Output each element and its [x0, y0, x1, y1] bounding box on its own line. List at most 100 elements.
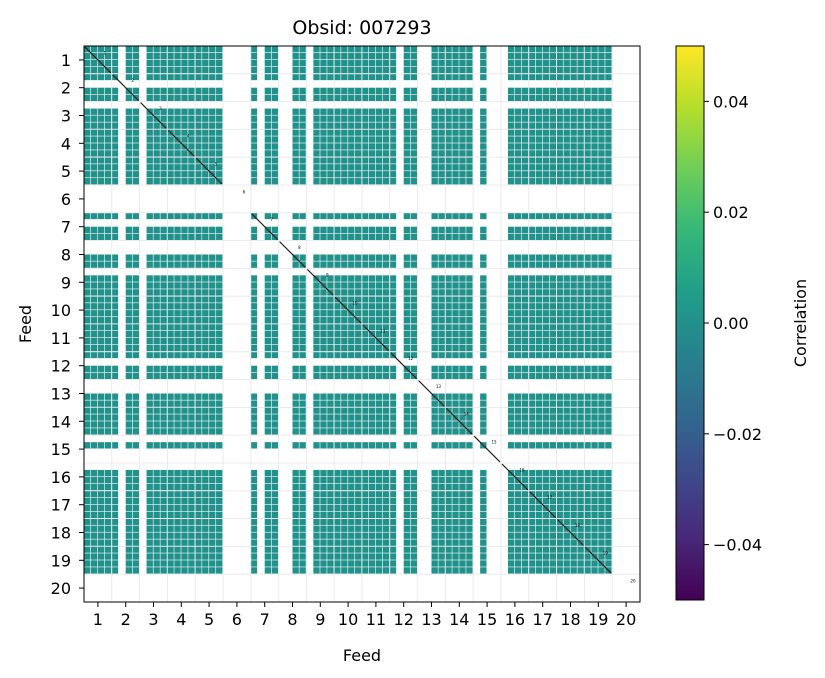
- heatmap-cell: [355, 532, 362, 539]
- heatmap-cell: [264, 296, 272, 303]
- heatmap-cell: [160, 553, 167, 560]
- heatmap-cell: [146, 539, 153, 546]
- heatmap-cell: [389, 254, 397, 261]
- heatmap-cell: [556, 511, 563, 518]
- heatmap-cell: [111, 310, 119, 317]
- heatmap-cell: [375, 310, 383, 317]
- heatmap-cell: [577, 108, 584, 115]
- heatmap-cell: [271, 518, 278, 525]
- heatmap-cell: [445, 518, 452, 525]
- heatmap-cell: [459, 87, 466, 95]
- y-tick-label: 17: [51, 496, 71, 515]
- heatmap-cell: [410, 469, 417, 477]
- heatmap-cell: [459, 115, 466, 122]
- heatmap-cell: [153, 504, 160, 512]
- heatmap-cell: [549, 59, 556, 67]
- heatmap-cell: [181, 136, 188, 143]
- heatmap-cell: [292, 282, 299, 289]
- heatmap-cell: [368, 303, 376, 310]
- y-tick-label: 7: [61, 218, 71, 237]
- heatmap-cell: [320, 504, 327, 512]
- heatmap-cell: [556, 310, 563, 317]
- heatmap-cell: [452, 337, 459, 345]
- heatmap-cell: [563, 94, 570, 101]
- heatmap-cell: [132, 296, 139, 303]
- heatmap-cell: [271, 282, 278, 289]
- heatmap-cell: [188, 129, 195, 136]
- heatmap-cell: [84, 115, 91, 122]
- heatmap-cell: [299, 226, 306, 234]
- heatmap-cell: [368, 553, 376, 560]
- heatmap-cell: [97, 511, 105, 518]
- heatmap-cell: [313, 136, 320, 143]
- heatmap-cell: [549, 567, 556, 574]
- heatmap-cell: [452, 518, 459, 525]
- heatmap-cell: [375, 87, 383, 95]
- heatmap-cell: [382, 52, 390, 60]
- heatmap-cell: [341, 178, 348, 185]
- heatmap-cell: [368, 254, 376, 261]
- heatmap-cell: [466, 476, 473, 484]
- heatmap-cell: [556, 490, 563, 498]
- heatmap-cell: [292, 490, 299, 498]
- heatmap-cell: [341, 337, 348, 345]
- heatmap-cell: [577, 324, 584, 331]
- heatmap-cell: [97, 476, 105, 484]
- heatmap-cell: [521, 511, 529, 518]
- heatmap-cell: [556, 171, 563, 178]
- heatmap-cell: [167, 254, 174, 261]
- heatmap-cell: [146, 212, 153, 220]
- heatmap-cell: [195, 212, 202, 220]
- heatmap-cell: [292, 351, 299, 359]
- heatmap-cell: [375, 525, 383, 532]
- heatmap-cell: [431, 143, 438, 150]
- heatmap-cell: [334, 372, 341, 379]
- heatmap-cell: [591, 171, 598, 178]
- heatmap-cell: [514, 532, 522, 539]
- heatmap-cell: [410, 518, 417, 525]
- heatmap-cell: [521, 504, 529, 512]
- heatmap-cell: [292, 66, 299, 74]
- heatmap-cell: [334, 337, 341, 345]
- heatmap-cell: [202, 483, 209, 491]
- heatmap-cell: [271, 296, 278, 303]
- heatmap-cell: [97, 372, 105, 379]
- heatmap-cell: [188, 442, 195, 449]
- heatmap-cell: [403, 226, 411, 234]
- heatmap-cell: [299, 539, 306, 546]
- heatmap-cell: [535, 115, 543, 122]
- heatmap-cell: [90, 115, 98, 122]
- heatmap-cell: [355, 511, 362, 518]
- heatmap-cell: [459, 171, 466, 178]
- heatmap-cell: [327, 365, 334, 373]
- heatmap-cell: [480, 254, 487, 261]
- heatmap-cell: [480, 59, 487, 67]
- heatmap-cell: [403, 393, 411, 400]
- heatmap-cell: [438, 504, 445, 512]
- heatmap-cell: [375, 66, 383, 74]
- heatmap-cell: [216, 414, 223, 421]
- heatmap-cell: [556, 157, 563, 164]
- heatmap-cell: [480, 483, 487, 491]
- heatmap-cell: [459, 261, 466, 268]
- heatmap-cell: [382, 567, 390, 574]
- heatmap-cell: [188, 532, 195, 539]
- heatmap-cell: [125, 261, 133, 268]
- heatmap-cell: [549, 178, 556, 185]
- heatmap-cell: [292, 46, 299, 53]
- heatmap-cell: [132, 226, 139, 234]
- heatmap-cell: [535, 171, 543, 178]
- heatmap-cell: [549, 469, 556, 477]
- heatmap-cell: [348, 567, 355, 574]
- heatmap-cell: [431, 66, 438, 74]
- heatmap-cell: [250, 171, 258, 178]
- heatmap-cell: [292, 476, 299, 484]
- heatmap-cell: [563, 115, 570, 122]
- heatmap-cell: [466, 490, 473, 498]
- heatmap-cell: [452, 393, 459, 400]
- heatmap-cell: [320, 442, 327, 449]
- heatmap-cell: [160, 351, 167, 359]
- heatmap-cell: [521, 525, 529, 532]
- heatmap-cell: [111, 330, 119, 338]
- heatmap-cell: [605, 421, 612, 428]
